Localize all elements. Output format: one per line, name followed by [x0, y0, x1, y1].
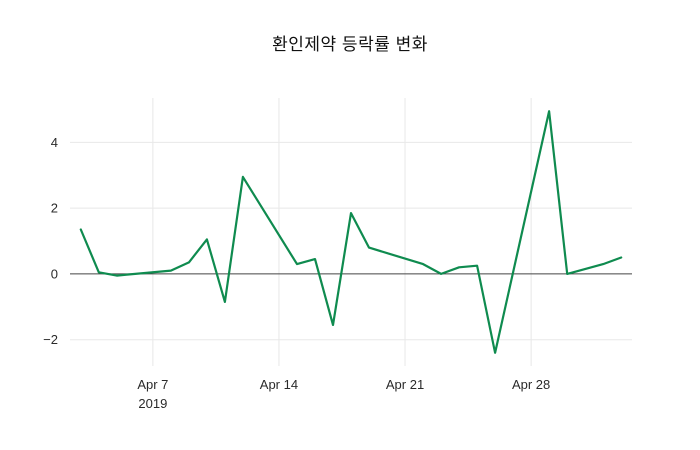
chart-title: 환인제약 등락률 변화: [272, 35, 428, 54]
x-tick-label: Apr 14: [260, 377, 298, 392]
y-tick-label: 0: [51, 266, 58, 281]
y-tick-label: 4: [51, 135, 58, 150]
series-line: [79, 110, 623, 354]
x-tick-label: Apr 28: [512, 377, 550, 392]
y-tick-label: −2: [43, 332, 58, 347]
x-tick-label: Apr 21: [386, 377, 424, 392]
x-tick-label: Apr 7: [137, 377, 168, 392]
y-tick-label: 2: [51, 201, 58, 216]
x-tick-year-label: 2019: [138, 396, 167, 411]
